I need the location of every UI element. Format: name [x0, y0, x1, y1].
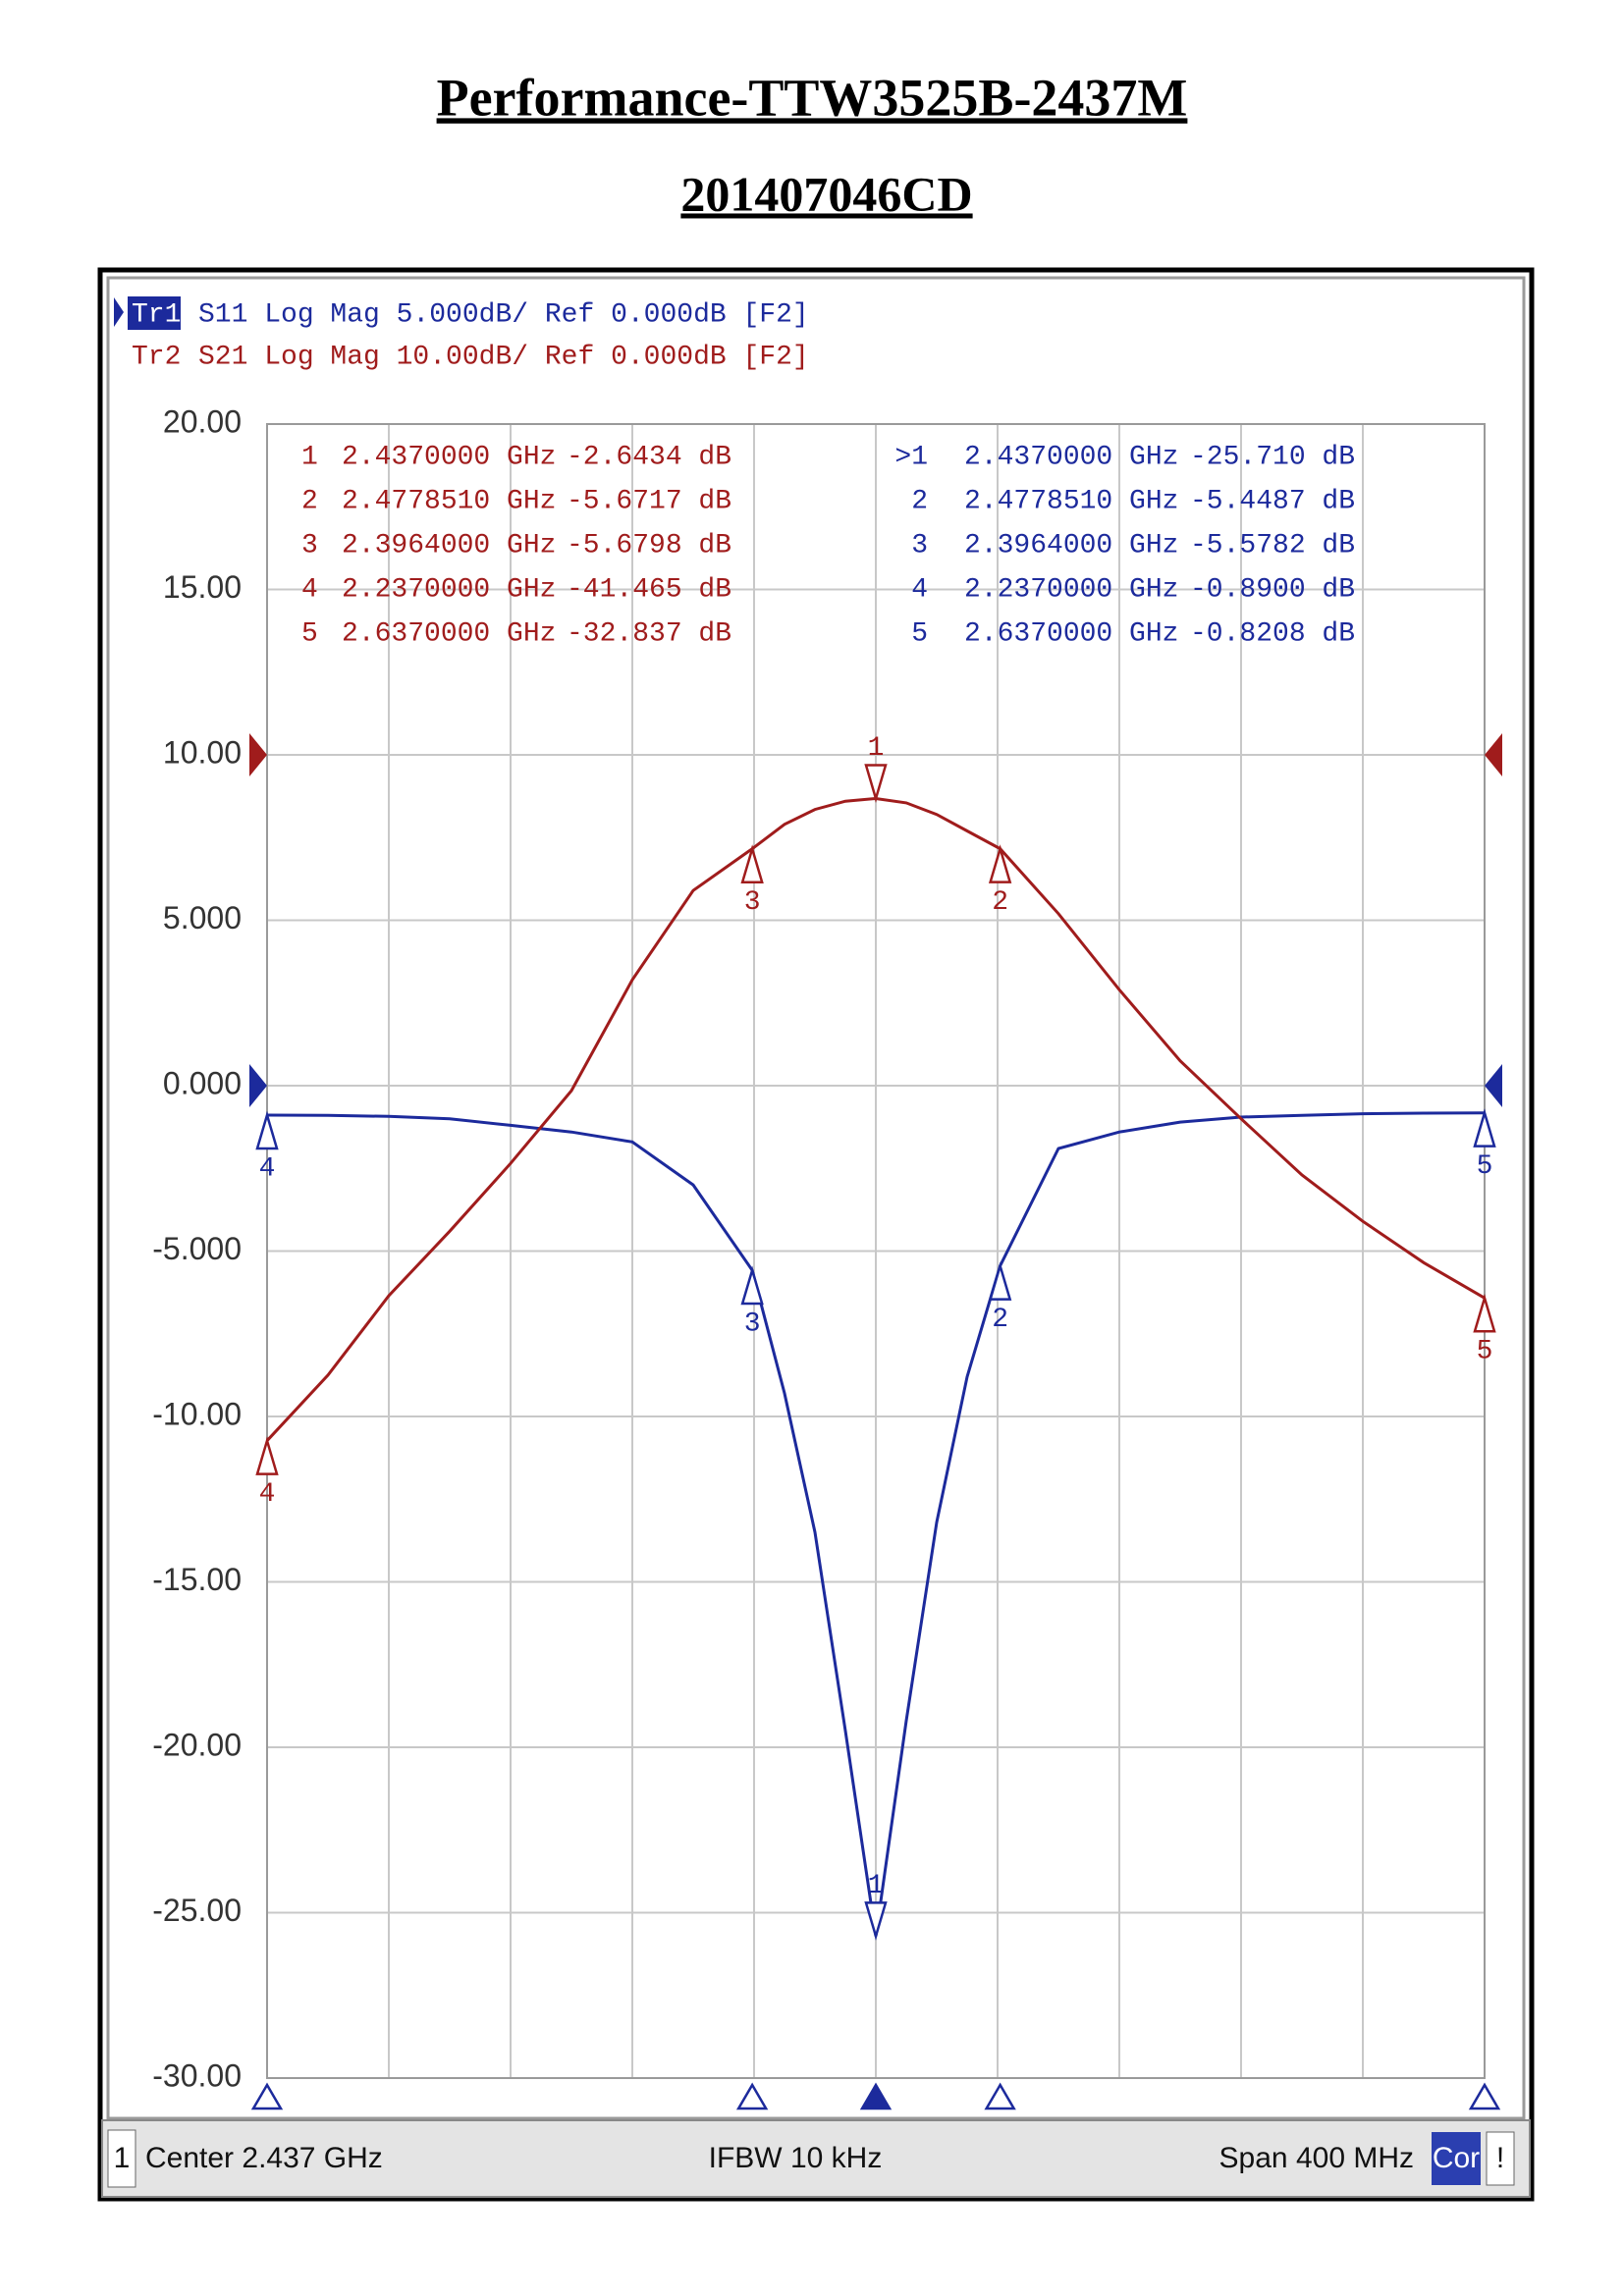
marker-table-frequency: 2.4370000 GHz [342, 442, 556, 472]
marker-table-value: -0.8208 dB [1190, 618, 1355, 649]
marker-label: 1 [868, 1871, 885, 1901]
marker [740, 1265, 764, 1306]
marker-label: 2 [992, 1305, 1008, 1335]
marker-table-value: -2.6434 dB [567, 442, 731, 472]
marker-table-frequency: 2.6370000 GHz [964, 618, 1178, 649]
marker-position-indicator [1468, 2082, 1501, 2110]
status: ! [1496, 2142, 1504, 2174]
active-trace-arrow [114, 297, 124, 327]
marker [988, 844, 1012, 883]
y-tick-label: -20.00 [152, 1727, 242, 1762]
marker-table-value: -5.6717 dB [567, 486, 731, 516]
marker-table-label: 4 [911, 574, 928, 605]
y-tick-label: 5.000 [163, 900, 242, 935]
trace-header: S11 Log Mag 5.000dB/ Ref 0.000dB [F2] [198, 299, 809, 330]
trace-id: Tr2 [132, 342, 181, 372]
marker-table-value: -25.710 dB [1190, 442, 1355, 472]
correction: Cor [1433, 2142, 1480, 2174]
page-title: Performance-TTW3525B-2437M [437, 68, 1188, 127]
marker-table-label: 1 [301, 442, 318, 472]
trace-id: Tr1 [132, 299, 181, 330]
marker-label: 5 [1477, 1151, 1493, 1182]
marker [740, 844, 764, 883]
marker [255, 1110, 279, 1150]
marker-table-frequency: 2.4370000 GHz [964, 442, 1178, 472]
marker-table-value: -0.8900 dB [1190, 574, 1355, 605]
marker-label: 2 [992, 887, 1008, 918]
marker-table-value: -5.6798 dB [567, 530, 731, 561]
status-box [1486, 2131, 1515, 2186]
marker [864, 764, 888, 803]
marker-label: 5 [1477, 1337, 1493, 1367]
reference-arrow [1485, 1064, 1502, 1107]
marker-table-label: 2 [911, 486, 928, 516]
plot-border [266, 423, 1486, 2079]
marker-table-frequency: 2.4778510 GHz [964, 486, 1178, 516]
y-tick-label: 20.00 [163, 403, 242, 439]
status-bar [101, 2119, 1531, 2198]
marker-table-value: -5.4487 dB [1190, 486, 1355, 516]
marker-position-indicator [859, 2082, 893, 2110]
correction-box [1432, 2132, 1481, 2185]
page-subtitle: 201407046CD [680, 166, 972, 221]
channel: 1 [114, 2142, 131, 2174]
y-tick-label: 15.00 [163, 569, 242, 605]
y-tick-label: -30.00 [152, 2057, 242, 2093]
marker-label: 3 [744, 1308, 761, 1339]
marker-label: 1 [868, 733, 885, 764]
active-trace-box [128, 296, 181, 330]
reference-arrow [249, 733, 267, 776]
y-tick-label: 10.00 [163, 734, 242, 770]
marker [864, 1901, 888, 1941]
marker-table-label: 5 [301, 618, 318, 649]
marker-label: 3 [744, 887, 761, 918]
marker-table-label: 3 [911, 530, 928, 561]
marker-table-value: -5.5782 dB [1190, 530, 1355, 561]
y-tick-label: -15.00 [152, 1562, 242, 1597]
marker [1473, 1293, 1496, 1333]
marker-table-label: >1 [894, 442, 928, 472]
marker-label: 4 [259, 1479, 276, 1510]
y-tick-label: -10.00 [152, 1396, 242, 1431]
marker-table-frequency: 2.6370000 GHz [342, 618, 556, 649]
marker [255, 1436, 279, 1475]
marker-position-indicator [984, 2082, 1016, 2110]
marker-table-frequency: 2.2370000 GHz [964, 574, 1178, 605]
marker-table-frequency: 2.2370000 GHz [342, 574, 556, 605]
marker-table-frequency: 2.4778510 GHz [342, 486, 556, 516]
reference-arrow [249, 1064, 267, 1107]
marker-table-label: 4 [301, 574, 318, 605]
ifbw: IFBW 10 kHz [709, 2142, 883, 2174]
marker-position-indicator [735, 2082, 769, 2110]
y-tick-label: -25.00 [152, 1893, 242, 1928]
marker-table-label: 2 [301, 486, 318, 516]
center-frequency: Center 2.437 GHz [145, 2142, 383, 2174]
marker-label: 4 [259, 1153, 276, 1184]
marker-table-value: -32.837 dB [567, 618, 731, 649]
marker [1473, 1108, 1496, 1148]
span: Span 400 MHz [1219, 2142, 1414, 2174]
trace-header: S21 Log Mag 10.00dB/ Ref 0.000dB [F2] [198, 342, 809, 372]
marker-table-label: 5 [911, 618, 928, 649]
marker-position-indicator [250, 2082, 284, 2110]
marker-table-frequency: 2.3964000 GHz [964, 530, 1178, 561]
reference-arrow [1485, 733, 1502, 776]
marker-table-frequency: 2.3964000 GHz [342, 530, 556, 561]
y-tick-label: 0.000 [163, 1065, 242, 1100]
marker-table-label: 3 [301, 530, 318, 561]
screen-window [106, 276, 1526, 2120]
channel-box [107, 2129, 136, 2188]
marker [988, 1261, 1012, 1301]
y-tick-label: -5.000 [152, 1231, 242, 1266]
marker-table-value: -41.465 dB [567, 574, 731, 605]
